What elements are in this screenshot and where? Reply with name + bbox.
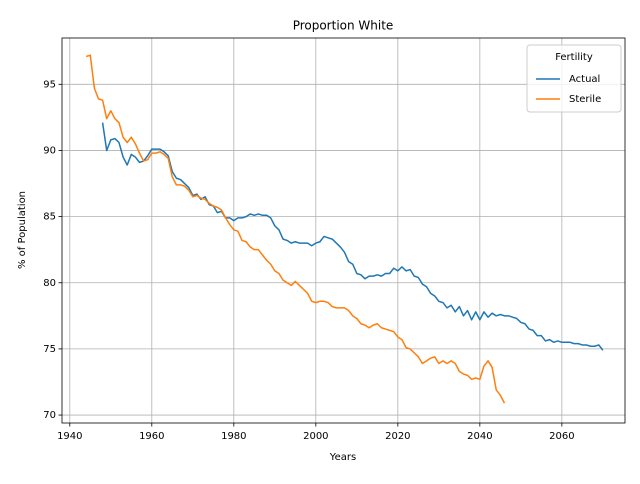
x-tick-label: 1940 <box>57 431 82 442</box>
legend-label: Sterile <box>569 94 601 105</box>
y-tick-label: 80 <box>43 278 56 289</box>
grid: 1940 1960 1980 2000 2020 2040 2060 70 75 80 85 90 95 <box>43 38 625 442</box>
y-tick-label: 85 <box>43 212 56 223</box>
x-tick-label: 2040 <box>467 431 492 442</box>
legend: Fertility Actual Sterile <box>526 44 622 113</box>
y-tick-label: 90 <box>43 145 56 156</box>
chart-title: Proportion White <box>293 19 394 33</box>
data-line <box>101 122 604 351</box>
y-axis-label: % of Population <box>17 191 28 269</box>
x-tick-label: 2060 <box>549 431 574 442</box>
legend-label: Actual <box>569 74 600 85</box>
legend-box <box>526 44 622 113</box>
axes-frame <box>61 37 626 424</box>
x-tick-label: 1960 <box>139 431 164 442</box>
data-line <box>85 54 506 404</box>
x-axis-label: Years <box>329 452 356 463</box>
x-tick-label: 2020 <box>385 431 410 442</box>
y-tick-label: 70 <box>43 410 56 421</box>
legend-title: Fertility <box>555 52 593 63</box>
x-tick-label: 2000 <box>303 431 328 442</box>
y-tick-label: 75 <box>43 344 56 355</box>
x-tick-label: 1980 <box>221 431 246 442</box>
y-tick-label: 95 <box>43 79 56 90</box>
plot-area <box>85 54 604 404</box>
